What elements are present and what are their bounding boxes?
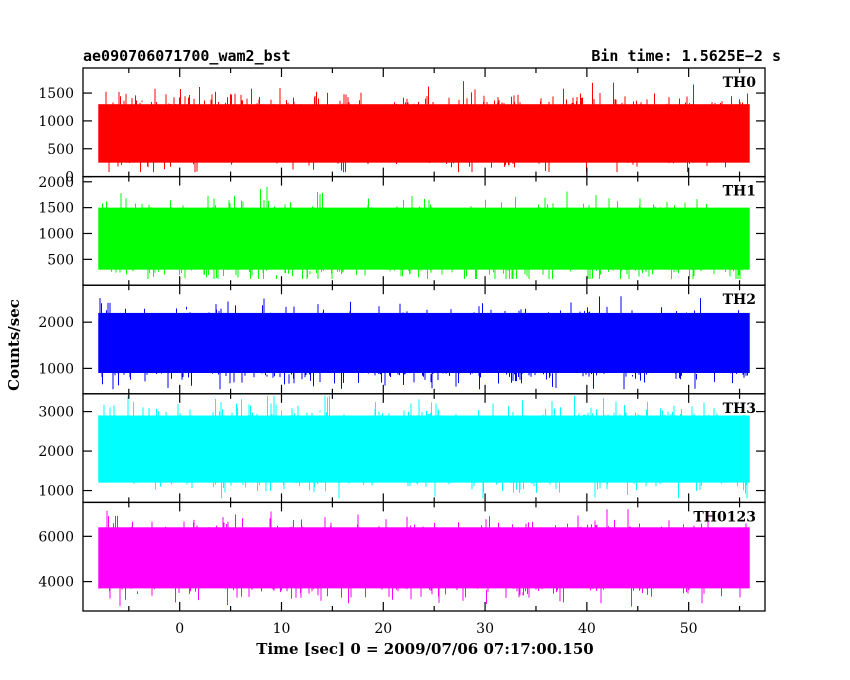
y-tick-label: 0 — [65, 170, 74, 186]
panel-label: TH3 — [723, 401, 756, 417]
chart-title: ae090706071700_wam2_bst — [83, 47, 291, 65]
panel-label: TH0 — [723, 75, 757, 91]
panel-label: TH0123 — [693, 509, 756, 525]
y-tick-label: 2000 — [38, 175, 74, 191]
series-trace-th3 — [98, 395, 750, 499]
y-tick-label: 2000 — [38, 444, 74, 460]
y-tick-label: 1500 — [38, 86, 74, 102]
series-trace-th2 — [98, 296, 750, 390]
y-tick-label: 500 — [47, 252, 74, 268]
y-tick-label: 1000 — [38, 226, 74, 242]
y-tick-label: 1500 — [38, 201, 74, 217]
panel-frame — [82, 501, 766, 612]
x-tick-label: 50 — [680, 621, 698, 637]
panel-label: TH2 — [723, 292, 756, 308]
y-tick-label: 2000 — [38, 315, 74, 331]
panel-label: TH1 — [723, 184, 756, 200]
x-tick-label: 0 — [175, 621, 184, 637]
series-trace-th0 — [98, 81, 750, 173]
series-trace-th1 — [98, 186, 750, 279]
x-tick-label: 30 — [476, 621, 494, 637]
y-tick-label: 1000 — [38, 484, 74, 500]
y-tick-label: 4000 — [38, 575, 74, 591]
panel-th0: 0 500 1000 1500 TH0 — [38, 67, 766, 186]
series-trace-th0123 — [98, 509, 750, 607]
x-tick-label: 10 — [273, 621, 291, 637]
panel-th3: 1000 2000 3000 TH3 — [38, 393, 766, 504]
y-axis-title: Counts/sec — [5, 299, 23, 391]
x-axis-title: Time [sec] 0 = 2009/07/06 07:17:00.150 — [256, 640, 593, 658]
y-tick-label: 1000 — [38, 361, 74, 377]
panel-th1: 500 1000 1500 2000 TH1 — [38, 175, 766, 286]
y-tick-label: 6000 — [38, 529, 74, 545]
panel-th0123: 4000 6000 TH0123 — [38, 501, 766, 612]
y-tick-label: 500 — [47, 142, 74, 158]
x-axis: 0 10 20 30 40 50 — [175, 621, 697, 637]
x-tick-label: 40 — [578, 621, 596, 637]
y-tick-label: 1000 — [38, 114, 74, 130]
panels-group: 0 500 1000 1500 TH0 500 1000 1500 2000 TH1 1000 200… — [38, 67, 766, 612]
bin-time-label: Bin time: 1.5625E−2 s — [591, 47, 781, 65]
y-tick-label: 3000 — [38, 405, 74, 421]
panel-th2: 1000 2000 TH2 — [38, 284, 766, 395]
x-tick-label: 20 — [374, 621, 392, 637]
